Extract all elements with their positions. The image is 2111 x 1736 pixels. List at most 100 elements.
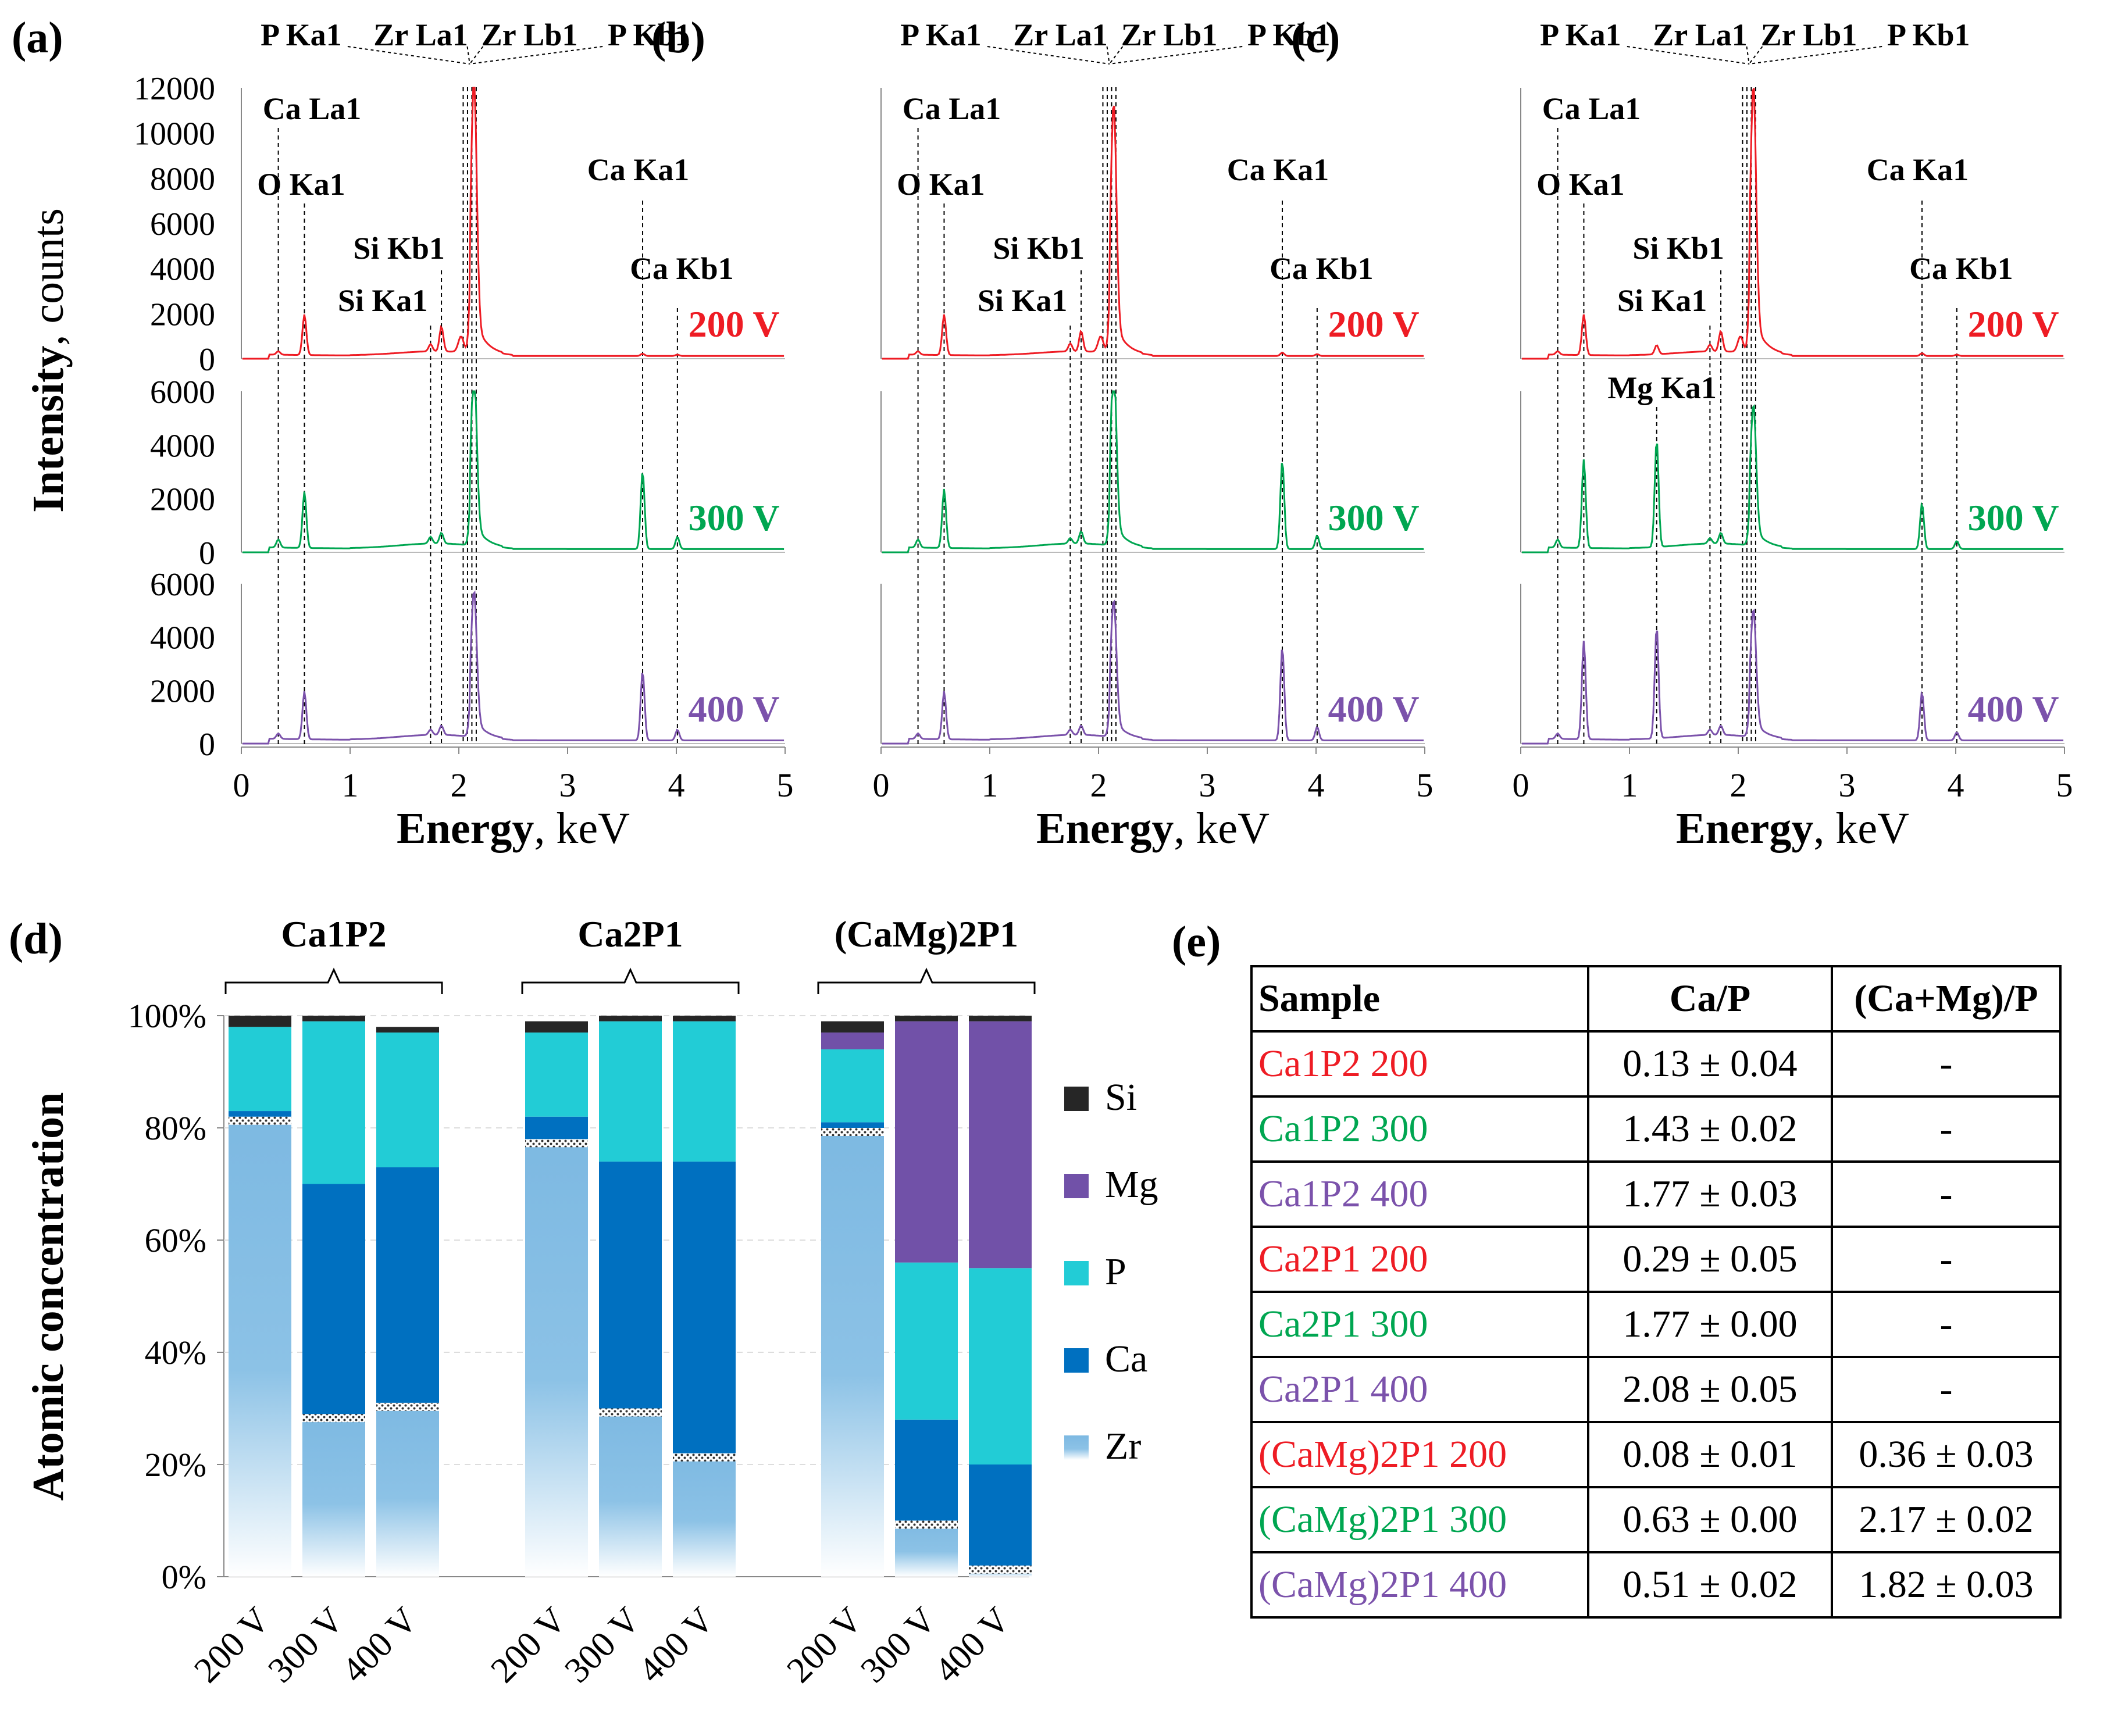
- bar-segment-Zr: [229, 1116, 291, 1577]
- bar-segment-Ca: [673, 1161, 736, 1453]
- table-row: (CaMg)2P1 300 0.63 ± 0.00 2.17 ± 0.02: [1250, 1486, 2062, 1553]
- x-tick-label: 0: [1513, 766, 1529, 804]
- bar-segment-Mg: [969, 1021, 1032, 1269]
- bar-segment-Ca: [525, 1116, 588, 1140]
- cell-sample: Ca1P2 300: [1250, 1095, 1589, 1163]
- legend-swatch-Ca: [1064, 1348, 1089, 1373]
- bar-segment-P: [525, 1032, 588, 1117]
- cell-sample: (CaMg)2P1 400: [1250, 1551, 1589, 1619]
- header-ca-p: Ca/P: [1587, 965, 1833, 1033]
- voltage-label: 200 V: [689, 303, 780, 345]
- zr-dot-band: [525, 1139, 588, 1148]
- x-tick-label: 0: [233, 766, 250, 804]
- spectrum-line-300V: [882, 390, 1424, 553]
- spectra-panels: (a)0200040006000800010000120000200040006…: [12, 13, 2073, 853]
- peak-label-top: P Kb1: [608, 17, 691, 52]
- table-row: (CaMg)2P1 400 0.51 ± 0.02 1.82 ± 0.03: [1250, 1551, 2062, 1619]
- cell-camg-p: 0.36 ± 0.03: [1831, 1421, 2062, 1488]
- bar-segment-Ca: [229, 1111, 291, 1117]
- bar-segment-Zr: [376, 1402, 439, 1577]
- table-row: Ca1P2 400 1.77 ± 0.03-: [1250, 1160, 2062, 1228]
- bar-segment-Ca: [821, 1122, 884, 1128]
- zr-dot-band: [969, 1565, 1032, 1574]
- peak-label: Ca Ka1: [1227, 152, 1329, 187]
- group-label: Ca2P1: [577, 913, 683, 955]
- peak-label-top: Zr Lb1: [482, 17, 578, 52]
- peak-label-top: Zr Lb1: [1761, 17, 1857, 52]
- cell-camg-p: -: [1831, 1226, 2062, 1293]
- cell-camg-p: 2.17 ± 0.02: [1831, 1486, 2062, 1553]
- y-tick-label: 4000: [150, 252, 215, 288]
- cell-camg-p: -: [1831, 1030, 2062, 1098]
- y-tick-label: 6000: [150, 374, 215, 410]
- bar-segment-Zr: [302, 1414, 365, 1577]
- spectrum-line-400V: [242, 590, 785, 745]
- group-bracket: [817, 967, 1036, 994]
- cell-camg-p: -: [1831, 1291, 2062, 1358]
- x-tick-label: 2: [1730, 766, 1747, 804]
- x-category-label: 200 V: [779, 1600, 870, 1691]
- zr-dot-band: [821, 1128, 884, 1136]
- peak-label-top: Zr Lb1: [1121, 17, 1218, 52]
- bar-segment-Zr: [821, 1128, 884, 1577]
- table-row: Ca1P2 200 0.13 ± 0.04-: [1250, 1030, 2062, 1098]
- peak-label: Si Ka1: [1617, 283, 1707, 318]
- spectrum-panel-2: (b) 0 1 2 3 4 5 Energy, keV P Ka1 Zr La1 Zr Lb1 P K…: [651, 13, 1434, 853]
- legend-swatch-Mg: [1064, 1174, 1089, 1198]
- bar-segment-P: [821, 1049, 884, 1123]
- y-tick-label: 20%: [145, 1446, 206, 1484]
- x-axis-title: Energy, keV: [1676, 804, 1909, 853]
- y-tick-label: 2000: [150, 482, 215, 518]
- x-tick-label: 3: [1839, 766, 1856, 804]
- y-tick-label: 6000: [150, 206, 215, 242]
- peak-label: Ca Ka1: [1867, 152, 1969, 187]
- group-label: Ca1P2: [281, 913, 386, 955]
- x-tick-label: 5: [777, 766, 794, 804]
- cell-sample: Ca2P1 300: [1250, 1291, 1589, 1358]
- spectrum-panel-3: (c) 0 1 2 3 4 5 Energy, keV P Ka1 Zr La1 Zr Lb1 P K…: [1291, 13, 2073, 853]
- voltage-label: 400 V: [1328, 688, 1420, 730]
- bar-segment-Zr: [673, 1453, 736, 1577]
- spectrum-line-200V: [882, 105, 1424, 360]
- leader-line: [1746, 46, 1750, 65]
- peak-label-top: Zr La1: [1653, 17, 1748, 52]
- x-tick-label: 3: [559, 766, 576, 804]
- spectrum-line-200V: [1521, 88, 2064, 360]
- cell-sample: Ca2P1 400: [1250, 1356, 1589, 1423]
- peak-label: O Ka1: [897, 167, 985, 202]
- x-tick-label: 2: [451, 766, 468, 804]
- leader-line: [1749, 46, 1882, 65]
- spectrum-line-400V: [1521, 608, 2064, 745]
- bar-segment-P: [599, 1021, 662, 1162]
- table-row: Ca2P1 300 1.77 ± 0.00-: [1250, 1291, 2062, 1358]
- voltage-label: 400 V: [1968, 688, 2059, 730]
- peak-label: Ca La1: [1542, 91, 1641, 126]
- panel-label: (d): [9, 915, 63, 963]
- y-tick-label: 60%: [145, 1221, 206, 1259]
- y-tick-label: 0: [199, 342, 215, 378]
- header-camg-p: (Ca+Mg)/P: [1831, 965, 2062, 1033]
- spectrum-panel-1: (a)0200040006000800010000120000200040006…: [12, 13, 794, 853]
- peak-label-top: P Ka1: [261, 17, 342, 52]
- bar-segment-Si: [673, 1016, 736, 1021]
- table-row: Ca2P1 400 2.08 ± 0.05-: [1250, 1356, 2062, 1423]
- peak-label: Si Ka1: [978, 283, 1068, 318]
- bar-segment-Si: [599, 1016, 662, 1021]
- y-tick-label: 0: [199, 727, 215, 763]
- bar-segment-P: [673, 1021, 736, 1162]
- cell-sample: (CaMg)2P1 200: [1250, 1421, 1589, 1488]
- peak-label-top: P Kb1: [1887, 17, 1970, 52]
- bar-segment-Ca: [302, 1184, 365, 1414]
- voltage-label: 300 V: [1968, 497, 2059, 538]
- bar-segment-Ca: [599, 1161, 662, 1409]
- peak-label: Ca Kb1: [1909, 251, 2013, 286]
- legend-label: Ca: [1105, 1338, 1147, 1380]
- x-tick-label: 1: [982, 766, 999, 804]
- cell-sample: Ca2P1 200: [1250, 1226, 1589, 1293]
- zr-dot-band: [599, 1408, 662, 1417]
- y-tick-label: 4000: [150, 620, 215, 656]
- peak-label: Ca La1: [903, 91, 1001, 126]
- y-tick-label: 8000: [150, 161, 215, 197]
- y-axis-title: Atomic concentration: [24, 1092, 73, 1501]
- x-tick-label: 4: [668, 766, 685, 804]
